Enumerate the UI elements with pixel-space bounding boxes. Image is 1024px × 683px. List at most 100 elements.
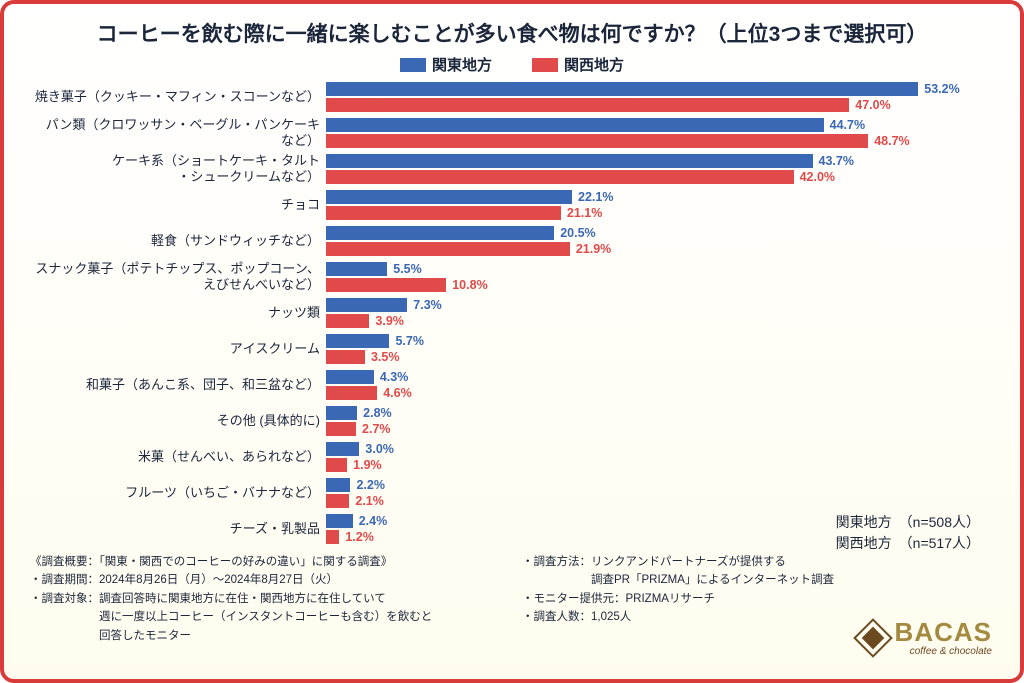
note-line: ・調査方法：リンクアンドパートナーズが提供する	[522, 553, 994, 571]
chart-row: フルーツ（いちご・バナナなど） 2.2% 2.1%	[30, 475, 994, 511]
bar-kansai: 1.9%	[326, 458, 994, 472]
category-label: その他 (具体的に)	[30, 413, 326, 429]
bar-kanto: 53.2%	[326, 82, 994, 96]
bar	[326, 422, 356, 436]
note-line: ・調査期間：2024年8月26日（月）～2024年8月27日（火）	[30, 571, 502, 589]
bar-group: 22.1% 21.1%	[326, 187, 994, 223]
bar-kanto: 5.7%	[326, 334, 994, 348]
legend-item-kansai: 関西地方	[532, 54, 624, 75]
bar-value: 2.4%	[359, 514, 388, 528]
bar-kansai: 21.1%	[326, 206, 994, 220]
bar-value: 48.7%	[874, 134, 909, 148]
bar-value: 7.3%	[413, 298, 442, 312]
bar-value: 3.9%	[375, 314, 404, 328]
category-label: アイスクリーム	[30, 341, 326, 357]
bar-value: 53.2%	[924, 82, 959, 96]
bar-group: 2.8% 2.7%	[326, 403, 994, 439]
bar	[326, 458, 347, 472]
bar	[326, 262, 387, 276]
legend-label-kanto: 関東地方	[432, 57, 492, 74]
category-label: フルーツ（いちご・バナナなど）	[30, 485, 326, 501]
bar-kanto: 3.0%	[326, 442, 994, 456]
bar-value: 44.7%	[830, 118, 865, 132]
bar	[326, 406, 357, 420]
chart-title: コーヒーを飲む際に一緒に楽しむことが多い食べ物は何ですか？（上位3つまで選択可）	[30, 18, 994, 48]
bar-kanto: 22.1%	[326, 190, 994, 204]
bar	[326, 334, 389, 348]
category-label: ケーキ系（ショートケーキ・タルト・シュークリームなど）	[30, 153, 326, 184]
bar	[326, 370, 374, 384]
bar-value: 2.7%	[362, 422, 391, 436]
bar	[326, 170, 794, 184]
bar-value: 1.9%	[353, 458, 382, 472]
legend-swatch-kanto	[400, 58, 426, 72]
category-label: スナック菓子（ポテトチップス、ポップコーン、えびせんべいなど）	[30, 261, 326, 292]
bar-kansai: 2.7%	[326, 422, 994, 436]
legend-item-kanto: 関東地方	[400, 54, 492, 75]
bar-kanto: 4.3%	[326, 370, 994, 384]
bar-kansai: 2.1%	[326, 494, 994, 508]
bar-value: 22.1%	[578, 190, 613, 204]
bar-kanto: 44.7%	[326, 118, 994, 132]
bar	[326, 206, 561, 220]
bar-group: 43.7%42.0%	[326, 151, 994, 187]
bar-group: 44.7% 48.7%	[326, 115, 994, 151]
legend: 関東地方 関西地方	[30, 54, 994, 75]
bar-value: 2.2%	[356, 478, 385, 492]
bar-group: 2.2% 2.1%	[326, 475, 994, 511]
bar	[326, 226, 554, 240]
bar-value: 43.7%	[819, 154, 854, 168]
category-label: 米菓（せんべい、あられなど）	[30, 449, 326, 465]
bar-kansai: 3.5%	[326, 350, 994, 364]
bar-value: 5.5%	[393, 262, 422, 276]
bar-value: 21.9%	[576, 242, 611, 256]
chart-row: その他 (具体的に) 2.8% 2.7%	[30, 403, 994, 439]
bar-value: 10.8%	[452, 278, 487, 292]
bar	[326, 278, 446, 292]
bar-kansai: 3.9%	[326, 314, 994, 328]
logo-text: BACAS coffee & chocolate	[895, 619, 992, 657]
bar-value: 4.6%	[383, 386, 412, 400]
bar-group: 20.5% 21.9%	[326, 223, 994, 259]
note-line: 回答したモニター	[30, 627, 502, 645]
bar-kansai: 47.0%	[326, 98, 994, 112]
bar-kansai: 4.6%	[326, 386, 994, 400]
bar	[326, 82, 918, 96]
note-line: 週に一度以上コーヒー（インスタントコーヒーも含む）を飲むと	[30, 608, 502, 626]
sample-size-note: 関東地方 （n=508人） 関西地方 （n=517人）	[836, 512, 980, 554]
bar-group: 5.5% 10.8%	[326, 259, 994, 295]
legend-label-kansai: 関西地方	[564, 57, 624, 74]
bar-value: 2.8%	[363, 406, 392, 420]
category-label: 焼き菓子（クッキー・マフィン・スコーンなど）	[30, 89, 326, 105]
sample-kansai: 関西地方 （n=517人）	[836, 533, 980, 554]
bar	[326, 190, 572, 204]
chart-frame: コーヒーを飲む際に一緒に楽しむことが多い食べ物は何ですか？（上位3つまで選択可）…	[0, 0, 1024, 683]
bar-group: 4.3% 4.6%	[326, 367, 994, 403]
bar-kansai: 10.8%	[326, 278, 994, 292]
bar-value: 21.1%	[567, 206, 602, 220]
bar-kansai: 48.7%	[326, 134, 994, 148]
bar-kanto: 20.5%	[326, 226, 994, 240]
bar	[326, 350, 365, 364]
bar-kanto: 2.8%	[326, 406, 994, 420]
chart-row: アイスクリーム5.7% 3.5%	[30, 331, 994, 367]
bar	[326, 134, 868, 148]
chart-row: 米菓（せんべい、あられなど）3.0% 1.9%	[30, 439, 994, 475]
chart-row: ナッツ類7.3%3.9%	[30, 295, 994, 331]
bar-value: 1.2%	[345, 530, 374, 544]
logo-mark-icon	[853, 618, 893, 658]
bar-kanto: 7.3%	[326, 298, 994, 312]
category-label: パン類（クロワッサン・ベーグル・パンケーキなど）	[30, 117, 326, 148]
bar-value: 3.5%	[371, 350, 400, 364]
bar	[326, 478, 350, 492]
sample-kanto: 関東地方 （n=508人）	[836, 512, 980, 533]
bar-group: 7.3% 3.9%	[326, 295, 994, 331]
bar	[326, 298, 407, 312]
bar-value: 47.0%	[855, 98, 890, 112]
chart-row: スナック菓子（ポテトチップス、ポップコーン、えびせんべいなど） 5.5% 10.8%	[30, 259, 994, 295]
bar-kanto: 5.5%	[326, 262, 994, 276]
bar	[326, 314, 369, 328]
bar-group: 53.2% 47.0%	[326, 79, 994, 115]
notes-heading: 《調査概要：「関東・関西でのコーヒーの好みの違い」に関する調査》	[30, 553, 502, 571]
bar	[326, 386, 377, 400]
